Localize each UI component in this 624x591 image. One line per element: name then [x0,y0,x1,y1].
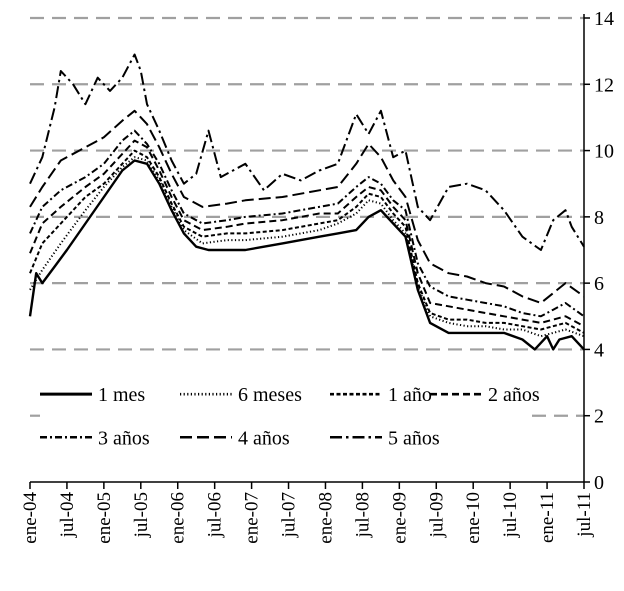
y-tick-label: 14 [594,8,614,30]
legend: 1 mes 6 meses 1 año 2 años 3 años 4 años 5 año… [40,384,540,449]
x-tick-label: jul-04 [57,492,78,539]
y-tick-label: 10 [594,141,614,163]
legend-label: 5 años [388,427,440,449]
x-tick-label: jul-05 [131,492,152,538]
x-tick-label: jul-09 [426,492,447,538]
series-line [29,109,585,304]
x-tick-label: jul-10 [500,492,521,538]
x-tick-label: ene-10 [463,492,484,544]
x-tick-label: ene-05 [94,492,115,544]
x-tick-label: ene-09 [389,492,410,544]
series-lines [28,53,585,351]
gridlines [30,16,584,417]
y-tick-label: 4 [594,339,604,361]
legend-label: 6 meses [238,384,302,406]
y-tick-label: 6 [594,273,604,295]
x-tick-label: ene-08 [315,492,336,544]
x-tick-label: jul-07 [279,492,300,538]
series-line [29,53,585,251]
legend-label: 1 año [388,384,432,406]
legend-label: 4 años [238,427,290,449]
series-line [29,129,585,318]
y-tick-label: 2 [594,406,604,428]
y-tick-label: 0 [594,472,604,494]
series-line [29,149,585,334]
axes: 0 2 4 6 8 10 12 14 ene-04 jul-04 ene-05 jul-05 ene-0… [20,8,614,544]
x-tick-label: jul-06 [205,492,226,538]
series-line [28,159,585,351]
series-line [29,139,585,328]
x-tick-label: ene-11 [537,492,558,543]
legend-label: 3 años [98,427,150,449]
legend-label: 2 años [488,384,540,406]
y-tick-label: 12 [594,74,614,96]
y-tick-label: 8 [594,207,604,229]
x-tick-label: ene-06 [168,492,189,544]
x-tick-label: jul-08 [352,492,373,538]
x-tick-label: jul-11 [574,492,595,538]
x-tick-label: ene-07 [242,492,263,544]
x-tick-label: ene-04 [20,492,41,544]
legend-label: 1 mes [98,384,145,406]
